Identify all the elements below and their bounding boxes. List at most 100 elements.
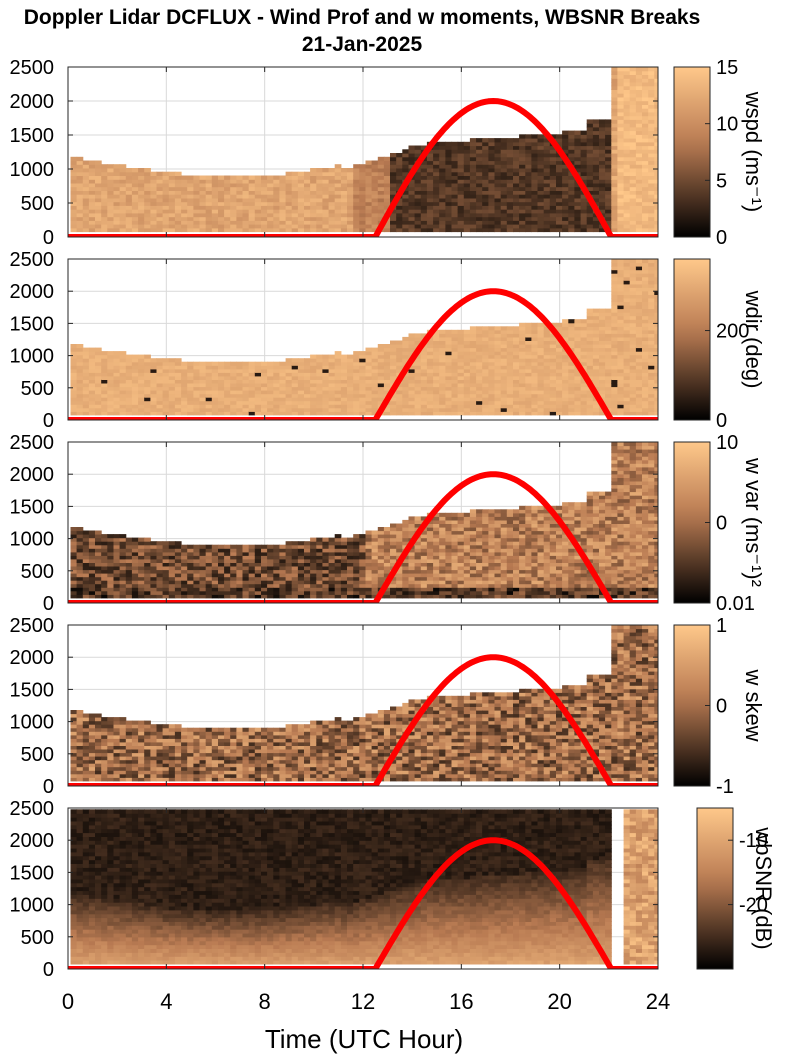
heatmap-cell bbox=[113, 168, 121, 173]
heatmap-cell bbox=[525, 365, 532, 370]
heatmap-cell bbox=[113, 227, 121, 233]
heatmap-cell bbox=[451, 194, 459, 199]
heatmap-cell bbox=[445, 372, 453, 377]
heatmap-cell bbox=[433, 354, 440, 359]
heatmap-cell bbox=[297, 190, 305, 195]
heatmap-cell bbox=[291, 583, 299, 588]
heatmap-cell bbox=[451, 347, 459, 352]
heatmap-cell bbox=[654, 78, 658, 83]
heatmap-cell bbox=[371, 390, 379, 395]
heatmap-cell bbox=[101, 197, 108, 203]
heatmap-cell bbox=[531, 168, 539, 173]
heatmap-cell bbox=[254, 201, 262, 206]
heatmap-cell bbox=[562, 190, 569, 195]
heatmap-cell bbox=[168, 576, 176, 581]
heatmap-cell bbox=[494, 138, 502, 143]
heatmap-cell bbox=[463, 386, 471, 391]
heatmap-cell bbox=[390, 358, 397, 363]
heatmap-cell bbox=[476, 336, 483, 341]
heatmap-cell bbox=[347, 411, 354, 416]
heatmap-cell bbox=[623, 344, 631, 349]
heatmap-cell bbox=[174, 368, 182, 373]
heatmap-cell bbox=[359, 386, 366, 391]
heatmap-cell bbox=[556, 375, 563, 380]
heatmap-cell bbox=[629, 93, 637, 98]
heatmap-cell bbox=[488, 400, 496, 405]
heatmap-cell bbox=[390, 220, 397, 225]
heatmap-cell bbox=[218, 407, 225, 412]
heatmap-cell bbox=[605, 134, 612, 139]
heatmap-cell bbox=[402, 156, 409, 162]
heatmap-cell bbox=[304, 182, 311, 188]
heatmap-cell bbox=[285, 590, 293, 595]
heatmap-cell bbox=[500, 347, 508, 352]
heatmap-cell bbox=[426, 194, 434, 199]
heatmap-cell bbox=[506, 209, 514, 214]
heatmap-cell bbox=[445, 182, 453, 188]
heatmap-cell bbox=[414, 205, 422, 210]
heatmap-cell bbox=[617, 197, 625, 203]
heatmap-cell bbox=[390, 216, 397, 221]
heatmap-cell bbox=[457, 329, 465, 334]
heatmap-cell bbox=[82, 544, 90, 549]
heatmap-cell bbox=[242, 548, 250, 553]
heatmap-cell bbox=[107, 224, 114, 229]
heatmap-cell bbox=[107, 537, 114, 542]
heatmap-cell bbox=[556, 358, 563, 363]
heatmap-cell bbox=[285, 197, 293, 203]
heatmap-cell bbox=[494, 361, 502, 366]
heatmap-cell bbox=[82, 368, 90, 373]
heatmap-cell bbox=[426, 365, 434, 370]
heatmap-cell bbox=[494, 333, 502, 338]
heatmap-cell bbox=[537, 182, 545, 188]
heatmap-cell bbox=[562, 175, 569, 180]
heatmap-cell bbox=[248, 569, 256, 574]
heatmap-cell bbox=[328, 400, 336, 405]
heatmap-cell bbox=[371, 179, 379, 184]
heatmap-cell bbox=[556, 365, 563, 370]
heatmap-cell bbox=[623, 168, 631, 173]
heatmap-cell bbox=[580, 168, 588, 173]
heatmap-cell bbox=[580, 397, 588, 402]
heatmap-cell bbox=[138, 194, 145, 199]
heatmap-cell bbox=[629, 145, 637, 150]
heatmap-cell bbox=[273, 186, 280, 191]
heatmap-cell bbox=[82, 205, 90, 210]
heatmap-cell bbox=[537, 365, 545, 370]
heatmap-cell bbox=[605, 347, 612, 352]
heatmap-cell bbox=[353, 400, 360, 405]
heatmap-cell bbox=[654, 319, 658, 324]
heatmap-cell bbox=[537, 375, 545, 380]
heatmap-cell bbox=[193, 365, 201, 370]
heatmap-cell bbox=[642, 287, 649, 292]
heatmap-cell bbox=[506, 175, 514, 180]
heatmap-cell bbox=[426, 220, 434, 225]
heatmap-cell bbox=[377, 397, 385, 402]
heatmap-cell bbox=[629, 315, 637, 320]
heatmap-cell bbox=[414, 227, 422, 233]
heatmap-cell bbox=[519, 336, 526, 341]
heatmap-cell bbox=[611, 164, 618, 169]
heatmap-cell bbox=[617, 123, 625, 128]
heatmap-cell bbox=[144, 404, 151, 409]
heatmap-cell bbox=[617, 404, 625, 409]
heatmap-cell bbox=[156, 397, 164, 402]
heatmap-cell bbox=[654, 74, 658, 79]
heatmap-cell bbox=[629, 74, 637, 79]
heatmap-cell bbox=[648, 119, 655, 124]
heatmap-cell bbox=[408, 190, 416, 195]
heatmap-cell bbox=[469, 149, 477, 154]
heatmap-cell bbox=[537, 138, 545, 143]
heatmap-cell bbox=[353, 175, 360, 180]
heatmap-cell bbox=[328, 354, 336, 359]
heatmap-cell bbox=[574, 220, 582, 225]
heatmap-cell bbox=[113, 587, 121, 592]
heatmap-cell bbox=[642, 130, 649, 135]
heatmap-cell bbox=[556, 220, 563, 225]
heatmap-cell bbox=[623, 74, 631, 79]
heatmap-cell bbox=[457, 182, 465, 188]
heatmap-cell bbox=[150, 205, 158, 210]
heatmap-cell bbox=[107, 558, 114, 563]
heatmap-cell bbox=[396, 361, 403, 366]
heatmap-cell bbox=[611, 280, 618, 285]
